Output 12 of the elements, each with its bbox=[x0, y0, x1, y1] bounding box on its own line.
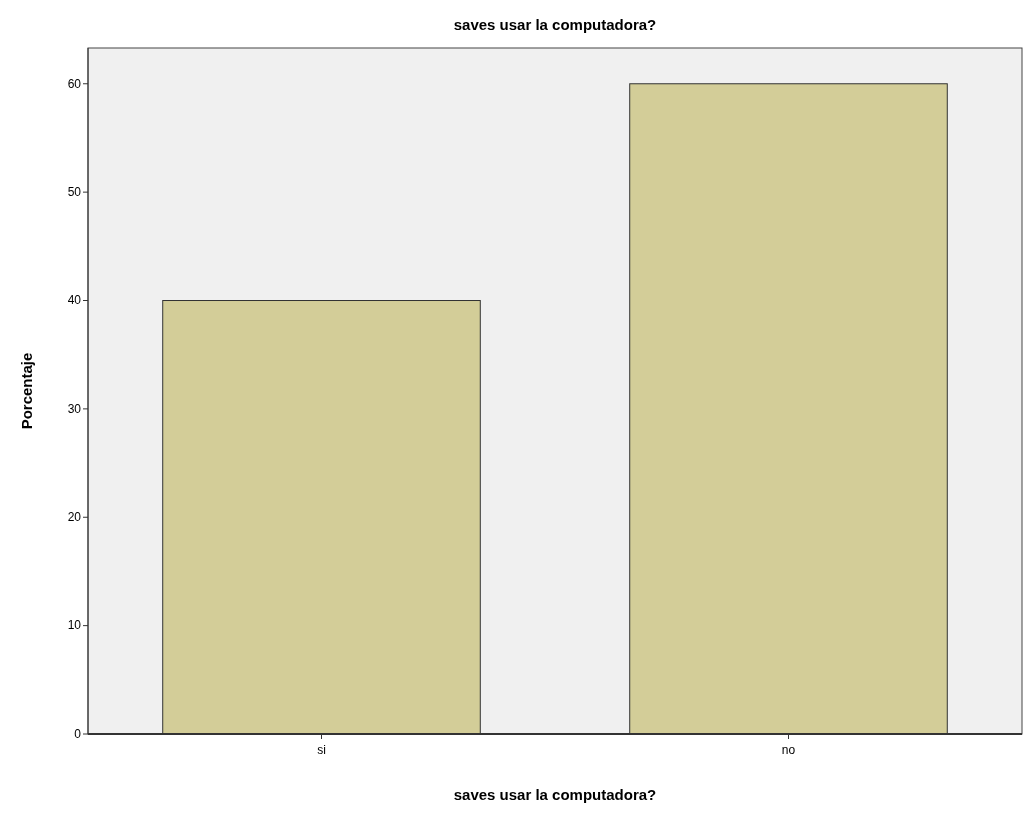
x-tick-label: si bbox=[317, 743, 326, 757]
y-axis-title: Porcentaje bbox=[18, 352, 35, 430]
y-tick-label: 0 bbox=[74, 726, 82, 741]
chart-title: saves usar la computadora? bbox=[453, 16, 657, 33]
x-axis-title: saves usar la computadora? bbox=[453, 786, 657, 803]
y-tick-label: 30 bbox=[67, 401, 82, 416]
x-tick-label: no bbox=[781, 743, 796, 757]
y-tick-label: 60 bbox=[67, 76, 82, 91]
y-tick-label: 20 bbox=[67, 510, 82, 525]
y-tick-label: 50 bbox=[67, 184, 82, 199]
y-tick-label: 10 bbox=[67, 618, 82, 633]
y-tick-label: 40 bbox=[67, 293, 82, 308]
